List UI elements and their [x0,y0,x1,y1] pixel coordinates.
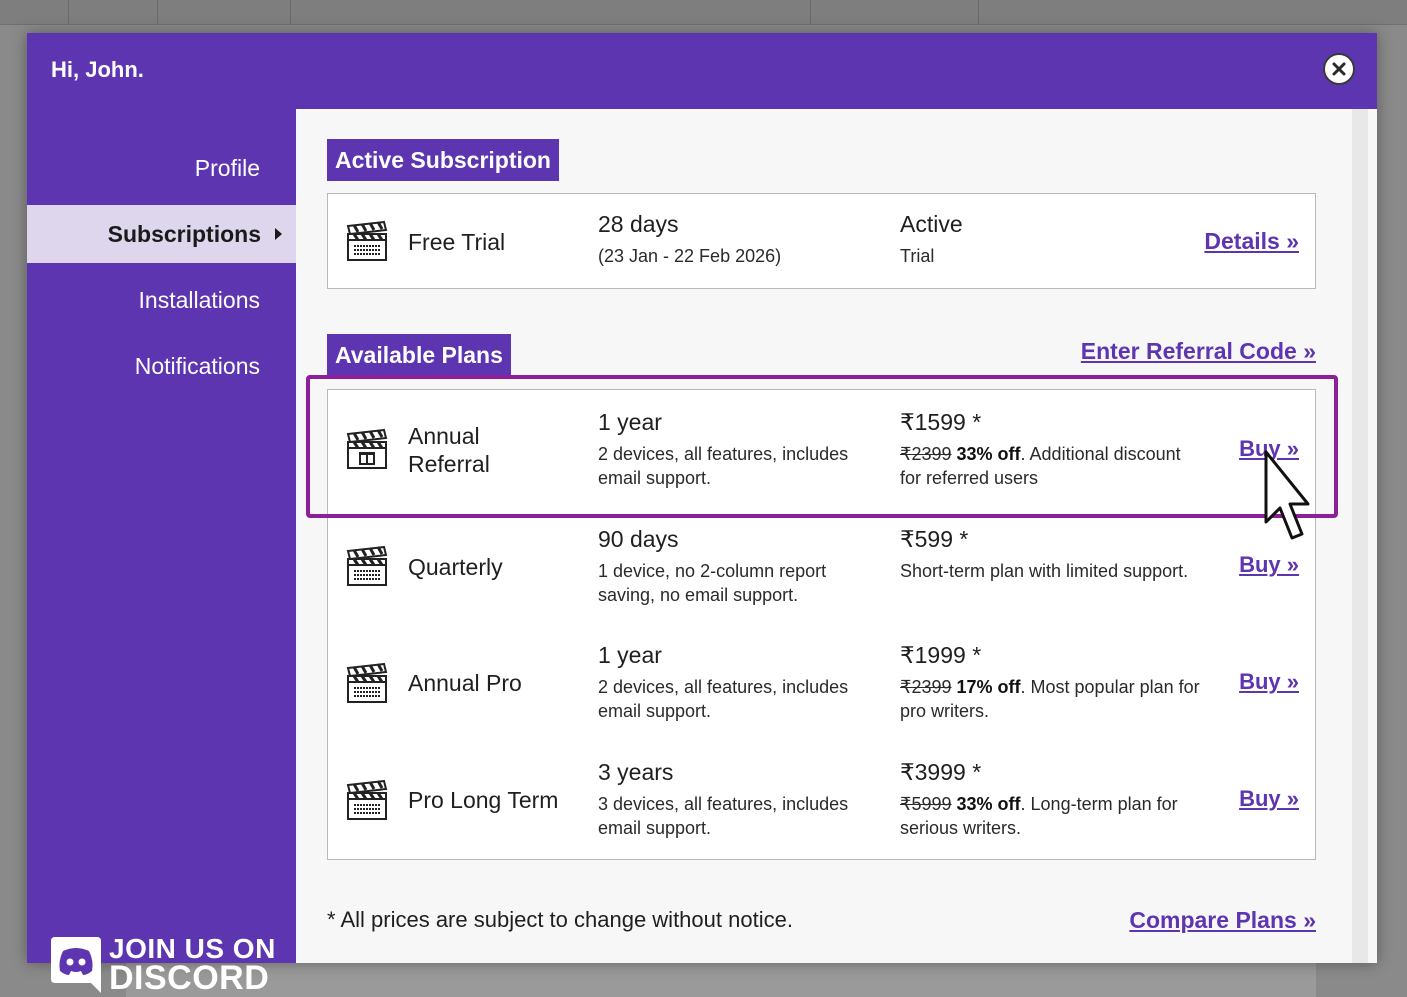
price-disclaimer: * All prices are subject to change witho… [327,907,793,932]
plan-price-note: Short-term plan with limited support. [900,561,1189,581]
plan-name: Annual Referral [408,423,490,477]
sidebar-item-label: Notifications [134,353,260,379]
plan-name: Pro Long Term [408,787,559,813]
compare-plans-link[interactable]: Compare Plans » [1129,907,1316,933]
sidebar-item-notifications[interactable]: Notifications [27,337,296,395]
close-icon [1332,62,1346,76]
close-button[interactable] [1323,53,1355,85]
plan-price: ₹599 * [900,526,969,552]
plan-price-block: ₹1599 * ₹2399 33% off. Additional discou… [900,408,1200,490]
plan-duration: 1 year [598,642,662,668]
enter-referral-code-link[interactable]: Enter Referral Code » [1080,338,1316,364]
active-subscription-card: Free Trial 28 days (23 Jan - 22 Feb 2026… [327,193,1316,289]
plan-duration-block: 28 days (23 Jan - 22 Feb 2026) [598,210,888,268]
plan-price-block: ₹3999 * ₹5999 33% off. Long-term plan fo… [900,758,1200,840]
sidebar-item-subscriptions[interactable]: Subscriptions [27,205,296,263]
plan-description: 2 devices, all features, includes email … [598,677,849,721]
plan-status-block: Active Trial [900,210,1200,268]
plan-row-quarterly: Quarterly 90 days 1 device, no 2-column … [328,507,1315,624]
plan-duration-block: 1 year 2 devices, all features, includes… [598,408,888,490]
sidebar-item-profile[interactable]: Profile [27,139,296,197]
plan-duration: 3 years [598,759,674,785]
sidebar-item-label: Subscriptions [107,221,261,247]
clapperboard-icon [346,220,388,261]
clapperboard-icon [346,662,388,703]
plan-name: Quarterly [408,554,503,580]
plan-description: 3 devices, all features, includes email … [598,794,849,838]
buy-annual-referral-button[interactable]: Buy » [1239,436,1299,461]
plan-row-pro-long-term: Pro Long Term 3 years 3 devices, all fea… [328,741,1315,858]
plan-row-annual-pro: Annual Pro 1 year 2 devices, all feature… [328,624,1315,741]
sidebar-item-label: Installations [138,287,260,313]
buy-quarterly-button[interactable]: Buy » [1239,552,1299,577]
discord-banner[interactable]: JOIN US ON DISCORD [49,932,276,997]
plan-price-block: ₹1999 * ₹2399 17% off. Most popular plan… [900,641,1200,723]
plan-duration: 1 year [598,409,662,435]
clapperboard-icon [346,545,388,586]
plan-status-sub: Trial [900,246,935,266]
discord-icon [51,937,101,993]
plan-duration-block: 90 days 1 device, no 2-column report sav… [598,525,888,607]
plan-price: ₹1599 * [900,409,982,435]
subscriptions-panel: Active Subscription Free Trial 28 days (… [296,109,1377,963]
scrollbar[interactable] [1352,109,1368,963]
greeting: Hi, John. [51,57,144,82]
modal-header: Hi, John. [27,33,1377,109]
account-modal: Hi, John. Profile Subscriptions Installa… [27,33,1377,995]
buy-pro-long-term-button[interactable]: Buy » [1239,786,1299,811]
buy-annual-pro-button[interactable]: Buy » [1239,669,1299,694]
plan-price-note: ₹2399 17% off. Most popular plan for pro… [900,677,1200,721]
plan-row-annual-referral: Annual Referral 1 year 2 devices, all fe… [328,390,1315,507]
active-subscription-heading: Active Subscription [327,139,559,181]
available-plans-heading: Available Plans [327,334,511,376]
plan-price-note: ₹2399 33% off. Additional discount for r… [900,444,1181,488]
plan-description: 2 devices, all features, includes email … [598,444,849,488]
plan-duration: 90 days [598,526,679,552]
plan-price-note: ₹5999 33% off. Long-term plan for seriou… [900,794,1178,838]
plan-status: Active [900,211,963,237]
plan-dates: (23 Jan - 22 Feb 2026) [598,246,782,266]
discord-text: JOIN US ON DISCORD [109,932,276,997]
background-page [126,963,1316,997]
plan-duration-block: 1 year 2 devices, all features, includes… [598,641,888,723]
list-item: Free Trial 28 days (23 Jan - 22 Feb 2026… [328,194,1315,290]
plan-price: ₹1999 * [900,642,982,668]
sidebar-item-label: Profile [194,155,260,181]
plan-price: ₹3999 * [900,759,982,785]
caret-right-icon [275,227,282,240]
details-link[interactable]: Details » [1204,228,1299,254]
background-toolbar [0,0,1407,25]
plan-description: 1 device, no 2-column report saving, no … [598,561,827,605]
sidebar: Profile Subscriptions Installations Noti… [27,109,296,995]
available-plans-card: Annual Referral 1 year 2 devices, all fe… [327,389,1316,860]
clapperboard-icon [346,779,388,820]
gift-clapperboard-icon [346,428,388,469]
plan-name: Annual Pro [408,670,522,696]
sidebar-item-installations[interactable]: Installations [27,271,296,329]
plan-name: Free Trial [408,229,506,255]
plan-price-block: ₹599 * Short-term plan with limited supp… [900,525,1200,583]
plan-duration: 28 days [598,211,679,237]
plan-duration-block: 3 years 3 devices, all features, include… [598,758,888,840]
